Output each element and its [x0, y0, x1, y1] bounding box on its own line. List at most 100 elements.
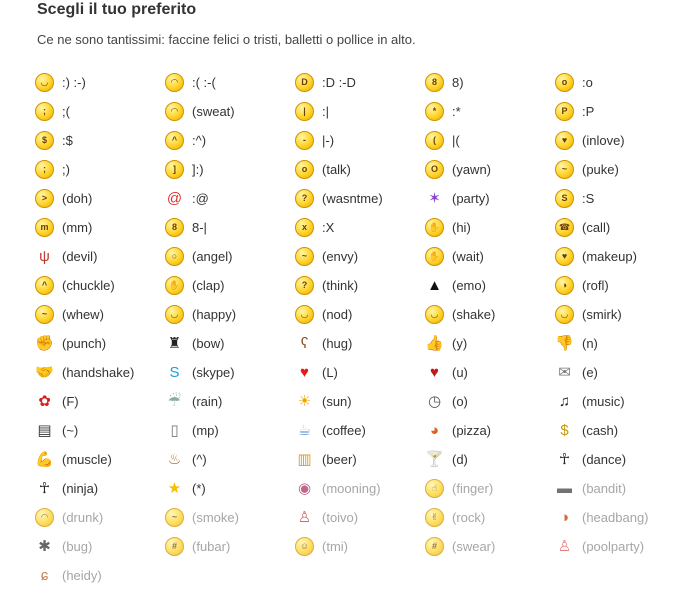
emoticon-option[interactable]: ^:^) [165, 129, 206, 151]
emoticon-option[interactable]: ▥ (beer) [295, 448, 357, 470]
emoticon-option[interactable]: O (yawn) [425, 158, 491, 180]
emoticon-option[interactable]: 👍 (y) [425, 332, 467, 354]
emoticon-option[interactable]: ✋ (wait) [425, 245, 484, 267]
emoticon-option[interactable]: ? (wasntme) [295, 187, 383, 209]
emoticon-option[interactable]: *:* [425, 100, 461, 122]
emoticon-option[interactable]: ▲ (emo) [425, 274, 486, 296]
emoticon-option[interactable]: S:S [555, 187, 594, 209]
emoticon-option[interactable]: ◡ (shake) [425, 303, 495, 325]
devil-icon: ψ [39, 247, 50, 265]
emoticon-option[interactable]: ♜ (bow) [165, 332, 225, 354]
emoticon-option[interactable]: D:D :-D [295, 71, 356, 93]
emoticon-option[interactable]: ✋ (hi) [425, 216, 471, 238]
emoticon-option[interactable]: ☥ (dance) [555, 448, 626, 470]
talk-icon: o [295, 159, 314, 179]
emoticon-option[interactable]: ʕ (hug) [295, 332, 353, 354]
emoticon-option[interactable]: ♥ (makeup) [555, 245, 637, 267]
emoticon-option[interactable]: m (mm) [35, 216, 92, 238]
emoticon-option[interactable]: ♥ (inlove) [555, 129, 625, 151]
emoticon-option[interactable]: # (swear) [425, 535, 495, 557]
emoticon-option[interactable]: ★ (*) [165, 477, 206, 499]
emoticon-option[interactable]: ♫ (music) [555, 390, 625, 412]
emoticon-option[interactable]: ◡:) :-) [35, 71, 86, 93]
emoticon-option[interactable]: ~ (envy) [295, 245, 358, 267]
emoticon-code-label: (punch) [62, 335, 107, 351]
emoticon-option[interactable]: ✶ (party) [425, 187, 489, 209]
emoticon-option[interactable]: ◠:( :-( [165, 71, 216, 93]
emoticon-option[interactable]: ; ;( [35, 100, 70, 122]
emoticon-code-label: (angel) [192, 248, 233, 264]
emoticon-option[interactable]: ♥ (L) [295, 361, 338, 383]
emoticon-option[interactable]: ♙ (poolparty) [555, 535, 644, 557]
emoticon-option[interactable]: ~ (whew) [35, 303, 104, 325]
emoticon-option[interactable]: ^ (chuckle) [35, 274, 115, 296]
emoticon-option[interactable]: ~ (puke) [555, 158, 619, 180]
emoticon-option[interactable]: ◡ (nod) [295, 303, 352, 325]
emoticon-option[interactable]: ☎ (call) [555, 216, 610, 238]
emoticon-option[interactable]: 👎 (n) [555, 332, 598, 354]
emoticon-option[interactable]: 🍸 (d) [425, 448, 468, 470]
emoticon-code-label: (beer) [322, 451, 357, 467]
emoticon-option[interactable]: ☔ (rain) [165, 390, 223, 412]
emoticon-option[interactable]: ♨ (^) [165, 448, 207, 470]
mooning-icon: ◉ [297, 479, 312, 497]
emoticon-option[interactable]: 🤝 (handshake) [35, 361, 134, 383]
emoticon-option[interactable]: ◕ (pizza) [425, 419, 491, 441]
emoticon-option[interactable]: ☝ (finger) [425, 477, 493, 499]
makeup-icon: ♥ [555, 246, 574, 266]
emoticon-option[interactable]: ]]:) [165, 158, 204, 180]
emoticon-option[interactable]: ~ (smoke) [165, 506, 239, 528]
emoticon-option[interactable]: ◷ (o) [425, 390, 468, 412]
emoticon-option[interactable]: o:o [555, 71, 593, 93]
emoticon-option[interactable]: ☺ (tmi) [295, 535, 348, 557]
emoticon-option[interactable]: ♥ (u) [425, 361, 468, 383]
emoticon-code-label: (envy) [322, 248, 359, 264]
emoticon-option[interactable]: ▤ (~) [35, 419, 78, 441]
emoticon-option[interactable]: ✿ (F) [35, 390, 78, 412]
emoticon-option[interactable]: ✋ (clap) [165, 274, 225, 296]
emoticon-option[interactable]: # (fubar) [165, 535, 230, 557]
emoticon-option[interactable]: |:| [295, 100, 329, 122]
emoticon-option[interactable]: ◡ (smirk) [555, 303, 622, 325]
emoticon-option[interactable]: x:X [295, 216, 334, 238]
emoticon-option[interactable]: 8 8) [425, 71, 464, 93]
emoticon-option[interactable]: ☥ (ninja) [35, 477, 98, 499]
emoticon-option[interactable]: ψ (devil) [35, 245, 97, 267]
emoticon-option[interactable]: ✌ (rock) [425, 506, 485, 528]
emoticon-option[interactable]: ✊ (punch) [35, 332, 106, 354]
emoticon-option[interactable]: 8 8-| [165, 216, 207, 238]
emoticon-option[interactable]: ◉ (mooning) [295, 477, 381, 499]
emoticon-option[interactable]: ♙ (toivo) [295, 506, 358, 528]
emoticon-option[interactable]: ○ (angel) [165, 245, 232, 267]
emoticon-option[interactable]: ? (think) [295, 274, 358, 296]
emoticon-option[interactable]: @:@ [165, 187, 209, 209]
emoticon-code-label: (mp) [192, 422, 219, 438]
emoticon-option[interactable]: ◑ (headbang) [555, 506, 649, 528]
emoticon-option[interactable]: ɕ (heidy) [35, 564, 102, 586]
emoticon-option[interactable]: ◠ (drunk) [35, 506, 103, 528]
kiss-icon: * [425, 101, 444, 121]
emoticon-option[interactable]: ☕ (coffee) [295, 419, 366, 441]
emoticon-option[interactable]: ◡ (happy) [165, 303, 236, 325]
pizza-icon: ◕ [429, 421, 440, 439]
emoticon-option[interactable]: - |-) [295, 129, 334, 151]
emoticon-option[interactable]: > (doh) [35, 187, 92, 209]
emoticon-option[interactable]: P:P [555, 100, 594, 122]
emoticon-option[interactable]: ✱ (bug) [35, 535, 92, 557]
emoticon-option[interactable]: ✉ (e) [555, 361, 598, 383]
emoticon-code-label: (clap) [192, 277, 225, 293]
emoticon-option[interactable]: ▬ (bandit) [555, 477, 626, 499]
emoticon-option[interactable]: ☀ (sun) [295, 390, 352, 412]
emoticon-option[interactable]: S (skype) [165, 361, 234, 383]
emoticon-option[interactable]: ▯ (mp) [165, 419, 219, 441]
emoticon-option[interactable]: 💪 (muscle) [35, 448, 112, 470]
emoticon-option[interactable]: ◠ (sweat) [165, 100, 235, 122]
emoticon-option[interactable]: $:$ [35, 129, 73, 151]
emoticon-option[interactable]: (|( [425, 129, 460, 151]
emoticon-option[interactable]: o (talk) [295, 158, 351, 180]
emoticon-option[interactable]: $ (cash) [555, 419, 618, 441]
emoticon-option[interactable]: ;;) [35, 158, 70, 180]
emoticon-code-label: (whew) [62, 306, 104, 322]
emoticon-option[interactable]: ◑ (rofl) [555, 274, 609, 296]
